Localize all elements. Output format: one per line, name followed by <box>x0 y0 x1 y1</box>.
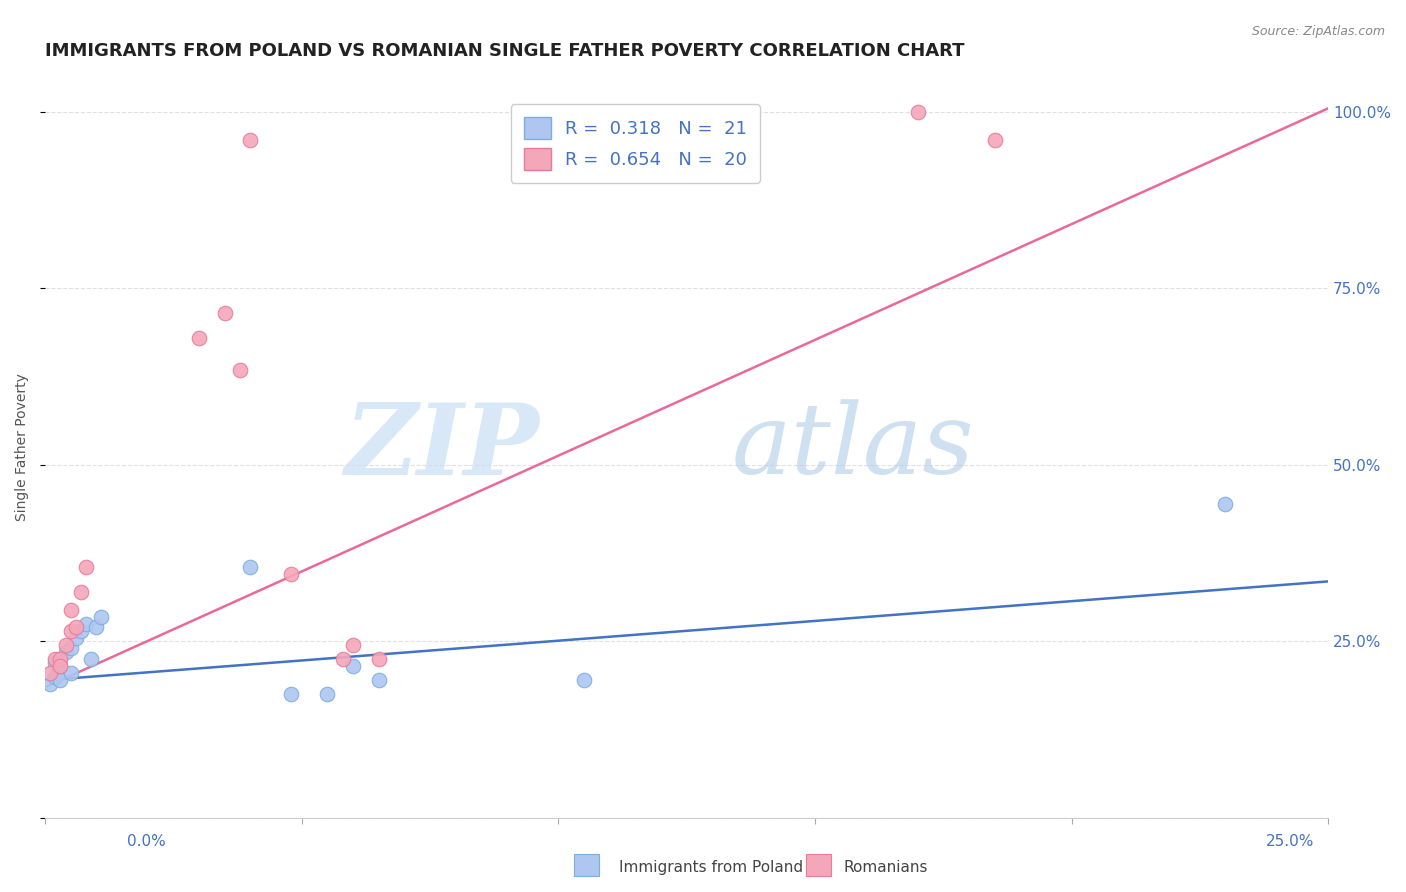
Point <box>1215 497 1237 511</box>
Point <box>39 677 62 691</box>
Point <box>65 631 87 645</box>
Point <box>49 659 72 673</box>
Point <box>59 602 82 616</box>
Text: Source: ZipAtlas.com: Source: ZipAtlas.com <box>1251 25 1385 38</box>
Point <box>80 652 103 666</box>
Point <box>75 616 97 631</box>
Point <box>70 585 93 599</box>
FancyBboxPatch shape <box>806 854 831 876</box>
Point <box>84 620 107 634</box>
Point <box>572 673 595 688</box>
Point <box>316 687 339 701</box>
Point <box>59 641 82 656</box>
Point <box>907 104 929 119</box>
Text: ZIP: ZIP <box>344 399 538 496</box>
Point <box>367 652 389 666</box>
Point <box>39 666 62 681</box>
Y-axis label: Single Father Poverty: Single Father Poverty <box>15 374 30 521</box>
Text: Immigrants from Poland: Immigrants from Poland <box>619 860 803 874</box>
Point <box>44 670 66 684</box>
Point <box>90 609 112 624</box>
Text: Romanians: Romanians <box>844 860 928 874</box>
Point <box>342 659 364 673</box>
Text: 25.0%: 25.0% <box>1267 834 1315 849</box>
FancyBboxPatch shape <box>574 854 599 876</box>
Point <box>280 567 302 582</box>
Point <box>188 331 211 345</box>
Point <box>65 620 87 634</box>
Point <box>59 624 82 638</box>
Point <box>70 624 93 638</box>
Point <box>44 656 66 670</box>
Text: 0.0%: 0.0% <box>127 834 166 849</box>
Point <box>55 645 77 659</box>
Point <box>44 652 66 666</box>
Point <box>239 133 262 147</box>
Point <box>49 659 72 673</box>
Legend: R =  0.318   N =  21, R =  0.654   N =  20: R = 0.318 N = 21, R = 0.654 N = 20 <box>510 104 759 183</box>
Point <box>983 133 1005 147</box>
Point <box>55 638 77 652</box>
Text: IMMIGRANTS FROM POLAND VS ROMANIAN SINGLE FATHER POVERTY CORRELATION CHART: IMMIGRANTS FROM POLAND VS ROMANIAN SINGL… <box>45 42 965 60</box>
Point <box>367 673 389 688</box>
Point <box>214 306 236 320</box>
Point <box>229 362 252 376</box>
Point <box>75 560 97 574</box>
Point <box>49 673 72 688</box>
Point <box>59 666 82 681</box>
Point <box>49 652 72 666</box>
Text: atlas: atlas <box>733 400 974 495</box>
Point <box>239 560 262 574</box>
Point <box>342 638 364 652</box>
Point <box>280 687 302 701</box>
Point <box>332 652 354 666</box>
